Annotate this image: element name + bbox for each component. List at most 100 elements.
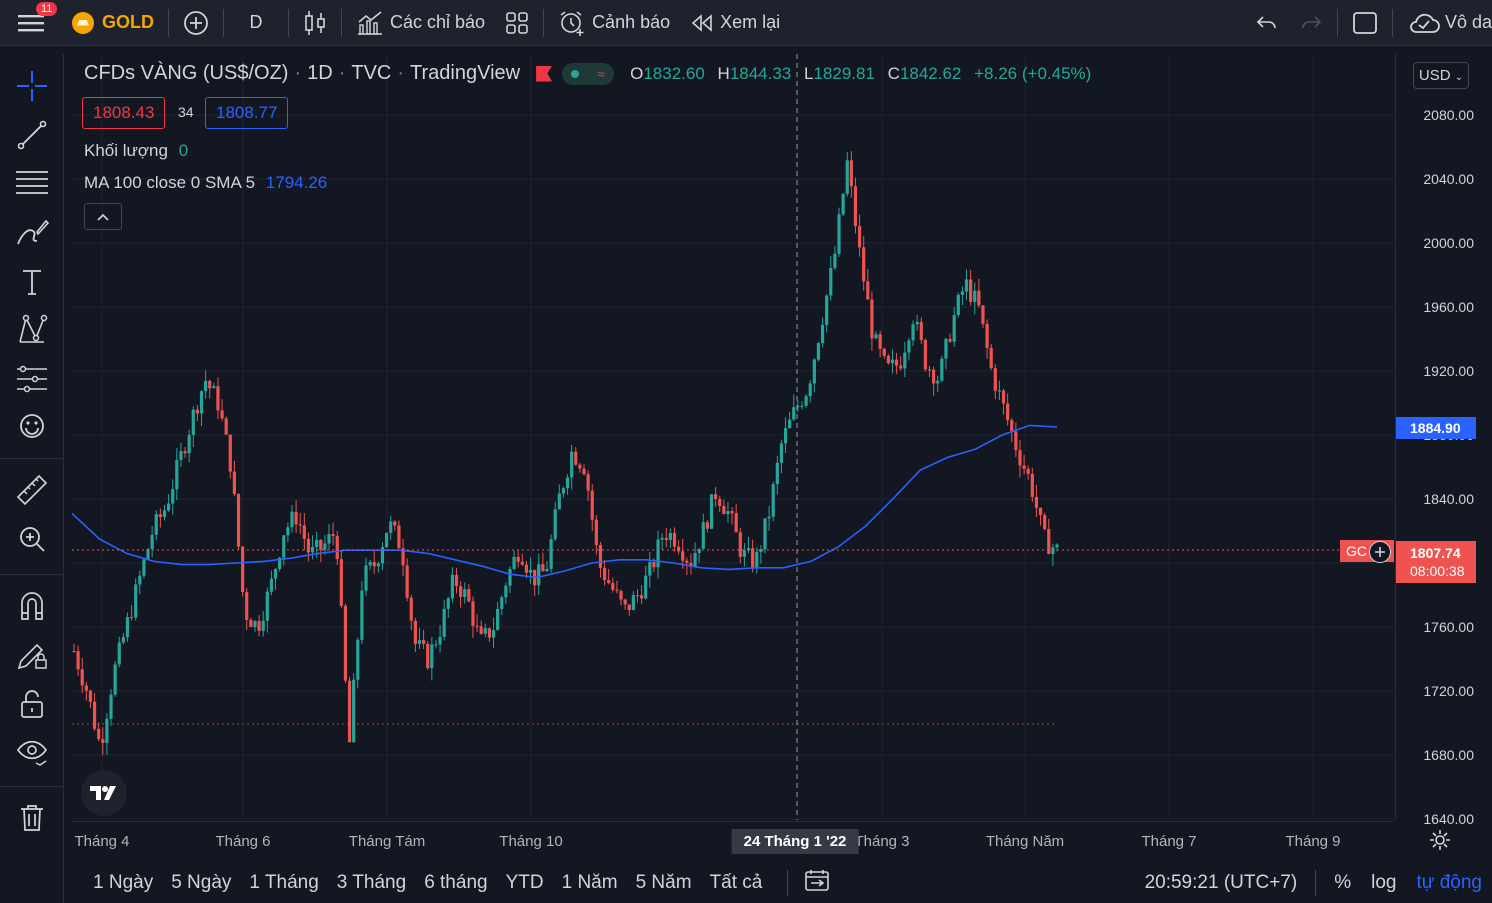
chart-type-button[interactable] — [293, 0, 337, 46]
buy-price-button[interactable]: 1808.77 — [205, 97, 289, 129]
delay-wave-icon: ≈ — [597, 65, 606, 82]
chevron-up-icon — [97, 213, 109, 221]
divider — [341, 8, 342, 37]
redo-button[interactable] — [1289, 0, 1333, 46]
range-button[interactable]: 6 tháng — [424, 871, 488, 893]
candle-body — [504, 585, 508, 598]
candle-body — [857, 226, 862, 248]
price-tick: 1640.00 — [1423, 811, 1474, 827]
candle-body — [668, 532, 672, 540]
price-tick: 1920.00 — [1423, 363, 1474, 379]
price-axis[interactable]: USD ⌄ 2080.00 2040.00 2000.00 1960.00 1920.0… — [1395, 54, 1492, 827]
divider — [543, 8, 545, 37]
lock-drawing-tool[interactable] — [14, 637, 50, 673]
candle-body — [664, 537, 668, 540]
fib-tool[interactable] — [14, 166, 50, 202]
currency-dropdown[interactable]: USD ⌄ — [1413, 62, 1469, 89]
candle-body — [932, 369, 936, 384]
range-button[interactable]: 3 Tháng — [336, 871, 407, 893]
candle-body — [960, 291, 965, 295]
trend-line-tool[interactable] — [14, 117, 50, 153]
lock-all-tool[interactable] — [14, 686, 50, 722]
market-status-pill[interactable]: ≈ — [562, 62, 615, 85]
candle-body — [833, 253, 837, 268]
candle-body — [166, 503, 171, 511]
candle-body — [565, 477, 570, 489]
tradingview-logo[interactable] — [81, 770, 127, 816]
volume-legend[interactable]: Khối lượng 0 — [84, 141, 188, 161]
interval-button[interactable]: D — [228, 0, 284, 46]
candle-body — [220, 410, 224, 419]
measure-tool[interactable] — [14, 472, 50, 508]
price-chart[interactable] — [71, 54, 1394, 820]
time-axis[interactable]: Tháng 4 Tháng 6 Tháng Tám Tháng 10 Tháng 3 Th… — [72, 821, 1394, 861]
layout-button[interactable] — [495, 0, 539, 46]
fullscreen-button[interactable] — [1342, 0, 1388, 46]
range-button[interactable]: 5 Ngày — [171, 871, 232, 893]
indicators-button[interactable]: Các chỉ báo — [346, 0, 495, 46]
save-button[interactable]: Vô da — [1397, 0, 1492, 46]
price-tick: 1960.00 — [1423, 299, 1474, 315]
alerts-button[interactable]: Cảnh báo — [548, 0, 680, 46]
prediction-tool[interactable] — [14, 361, 50, 397]
crosshair-tool[interactable] — [14, 68, 50, 104]
price-tick: 1720.00 — [1423, 683, 1474, 699]
main-menu-button[interactable]: 11 — [0, 0, 62, 46]
open-key: O — [630, 63, 644, 83]
remove-drawings-tool[interactable] — [14, 800, 50, 836]
chart-pane[interactable] — [71, 54, 1394, 820]
date-range-buttons: 1 Ngày 5 Ngày 1 Tháng 3 Tháng 6 tháng YTD 1 Nă… — [72, 872, 771, 894]
text-tool[interactable] — [14, 264, 50, 300]
price-tick: 2040.00 — [1423, 171, 1474, 187]
candle-body — [327, 534, 331, 544]
cloud-check-icon — [1410, 13, 1440, 33]
range-button[interactable]: 5 Năm — [635, 871, 692, 893]
candle-body — [475, 625, 479, 627]
brush-tool[interactable] — [14, 215, 50, 251]
candle-body — [997, 390, 1002, 392]
candle-body — [438, 636, 442, 645]
emoji-tool[interactable] — [14, 408, 50, 444]
sell-price-button[interactable]: 1808.43 — [82, 97, 166, 129]
eye-icon — [16, 740, 48, 766]
symbol-search-button[interactable]: GOLD — [62, 0, 164, 46]
calendar-arrow-icon — [805, 870, 830, 891]
magnet-tool[interactable] — [14, 588, 50, 624]
percent-scale-toggle[interactable]: % — [1334, 871, 1352, 893]
candle-body — [1055, 544, 1059, 548]
range-button[interactable]: Tất cả — [709, 871, 763, 893]
range-button[interactable]: YTD — [505, 871, 544, 893]
candle-body — [915, 321, 919, 325]
zoom-in-icon — [20, 527, 45, 552]
candle-body — [269, 578, 274, 592]
compare-symbol-button[interactable] — [173, 0, 219, 46]
candle-body — [582, 468, 586, 475]
flag-icon[interactable] — [536, 65, 553, 82]
top-toolbar: 11 GOLD D Các chỉ báo Cảnh báo Xem lại — [0, 0, 1492, 46]
candle-body — [520, 561, 524, 565]
range-button[interactable]: 1 Năm — [561, 871, 618, 893]
candle-body — [380, 547, 385, 564]
range-button[interactable]: 1 Ngày — [93, 871, 154, 893]
log-scale-toggle[interactable]: log — [1371, 871, 1397, 893]
collapse-legend-button[interactable] — [84, 203, 122, 230]
undo-button[interactable] — [1245, 0, 1289, 46]
hide-drawings-tool[interactable] — [14, 734, 50, 770]
candle-body — [841, 193, 845, 215]
candle-body — [171, 489, 175, 504]
zoom-tool[interactable] — [14, 521, 50, 557]
clock-timezone[interactable]: 20:59:21 (UTC+7) — [1144, 871, 1298, 893]
ma-legend[interactable]: MA 100 close 0 SMA 5 1794.26 — [84, 173, 327, 193]
chart-settings-button[interactable] — [1428, 828, 1452, 857]
add-alert-button[interactable] — [1369, 541, 1391, 563]
symbol-title[interactable]: CFDs VÀNG (US$/OZ) — [84, 62, 289, 84]
range-button[interactable]: 1 Tháng — [249, 871, 319, 893]
auto-scale-toggle[interactable]: tự động — [1416, 871, 1482, 893]
candle-body — [216, 386, 220, 411]
candle-body — [545, 568, 549, 572]
candle-body — [956, 294, 960, 316]
pattern-tool[interactable] — [14, 312, 50, 348]
symbol-name: GOLD — [102, 12, 154, 32]
go-to-date-button[interactable] — [804, 868, 830, 897]
replay-button[interactable]: Xem lại — [680, 0, 790, 46]
